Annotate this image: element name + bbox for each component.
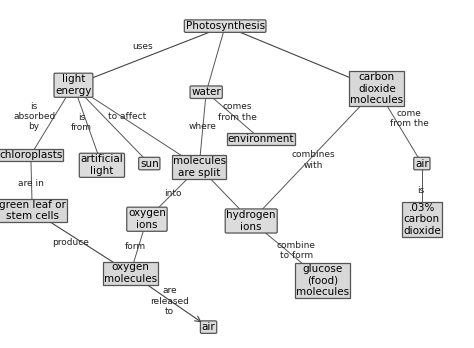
Text: are
released
to: are released to (150, 286, 189, 316)
Text: oxygen
ions: oxygen ions (128, 208, 166, 230)
Text: come
from the: come from the (390, 109, 428, 128)
Text: where: where (189, 122, 216, 131)
Text: form: form (125, 242, 146, 251)
Text: into: into (164, 189, 182, 198)
Text: molecules
are split: molecules are split (173, 156, 226, 178)
Text: is
absorbed
by: is absorbed by (13, 102, 55, 132)
Text: uses: uses (132, 42, 153, 52)
Text: environment: environment (228, 134, 294, 144)
Text: .03%
carbon
dioxide: .03% carbon dioxide (403, 203, 441, 236)
Text: artificial
light: artificial light (81, 155, 123, 176)
Text: hydrogen
ions: hydrogen ions (227, 210, 276, 232)
Text: produce: produce (52, 238, 89, 247)
Text: glucose
(food)
molecules: glucose (food) molecules (296, 263, 349, 297)
Text: is
from: is from (71, 113, 92, 132)
Text: sun: sun (140, 159, 159, 168)
Text: oxygen
molecules: oxygen molecules (104, 262, 157, 284)
Text: air: air (415, 159, 429, 168)
Text: comes
from the: comes from the (218, 102, 256, 122)
Text: chloroplasts: chloroplasts (0, 150, 63, 160)
Text: is: is (417, 186, 425, 195)
Text: carbon
dioxide
molecules: carbon dioxide molecules (350, 72, 403, 105)
Text: green leaf or
stem cells: green leaf or stem cells (0, 200, 66, 221)
Text: light
energy: light energy (55, 74, 91, 96)
Text: combines
with: combines with (291, 150, 335, 170)
Text: to affect: to affect (108, 112, 146, 121)
Text: combine
to form: combine to form (277, 241, 316, 260)
Text: air: air (201, 322, 216, 332)
Text: Photosynthesis: Photosynthesis (186, 21, 264, 31)
Text: are in: are in (18, 179, 44, 188)
Text: water: water (191, 87, 221, 97)
